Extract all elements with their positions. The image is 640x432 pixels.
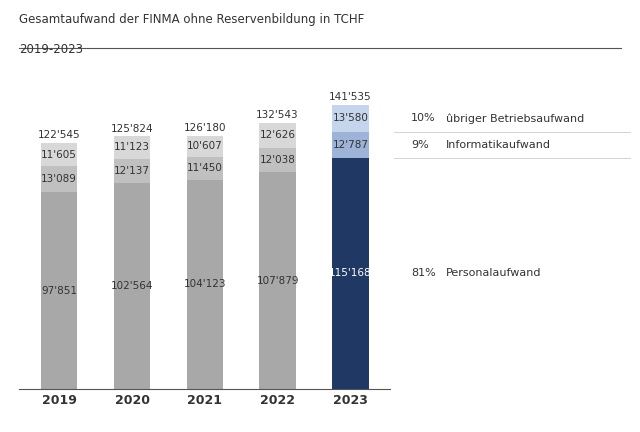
Text: 81%: 81% — [411, 268, 436, 278]
Bar — [259, 148, 296, 172]
Text: 102'564: 102'564 — [111, 281, 153, 291]
Bar — [187, 180, 223, 389]
Bar — [114, 183, 150, 389]
Bar — [114, 137, 150, 159]
Text: 11'605: 11'605 — [42, 149, 77, 159]
Bar — [41, 192, 77, 389]
Text: 126'180: 126'180 — [184, 123, 226, 133]
Text: 12'137: 12'137 — [114, 166, 150, 176]
Bar — [41, 166, 77, 192]
Text: 107'879: 107'879 — [257, 276, 299, 286]
Text: 9%: 9% — [411, 140, 429, 150]
Text: 12'038: 12'038 — [260, 155, 296, 165]
Text: Gesamtaufwand der FINMA ohne Reservenbildung in TCHF: Gesamtaufwand der FINMA ohne Reservenbil… — [19, 13, 364, 26]
Bar — [332, 158, 369, 389]
Text: ûbriger Betriebsaufwand: ûbriger Betriebsaufwand — [446, 113, 584, 124]
Text: 132'543: 132'543 — [256, 111, 299, 121]
Text: 11'450: 11'450 — [187, 163, 223, 173]
Text: 115'168: 115'168 — [329, 268, 372, 278]
Bar — [259, 172, 296, 389]
Bar — [41, 143, 77, 166]
Bar — [114, 159, 150, 183]
Text: 11'123: 11'123 — [114, 143, 150, 152]
Text: 13'089: 13'089 — [42, 174, 77, 184]
Bar — [187, 157, 223, 180]
Bar — [332, 105, 369, 132]
Bar — [259, 123, 296, 148]
Text: Informatikaufwand: Informatikaufwand — [446, 140, 551, 150]
Text: 125'824: 125'824 — [111, 124, 154, 134]
Text: 141'535: 141'535 — [329, 92, 372, 102]
Text: 13'580: 13'580 — [332, 114, 368, 124]
Text: 10'607: 10'607 — [187, 141, 223, 151]
Text: 97'851: 97'851 — [41, 286, 77, 295]
Text: 122'545: 122'545 — [38, 130, 81, 140]
Text: Personalaufwand: Personalaufwand — [446, 268, 541, 278]
Bar — [187, 136, 223, 157]
Text: 10%: 10% — [411, 114, 435, 124]
Text: 104'123: 104'123 — [184, 280, 226, 289]
Bar — [332, 132, 369, 158]
Text: 2019-2023: 2019-2023 — [19, 43, 83, 56]
Text: 12'787: 12'787 — [332, 140, 369, 150]
Text: 12'626: 12'626 — [260, 130, 296, 140]
